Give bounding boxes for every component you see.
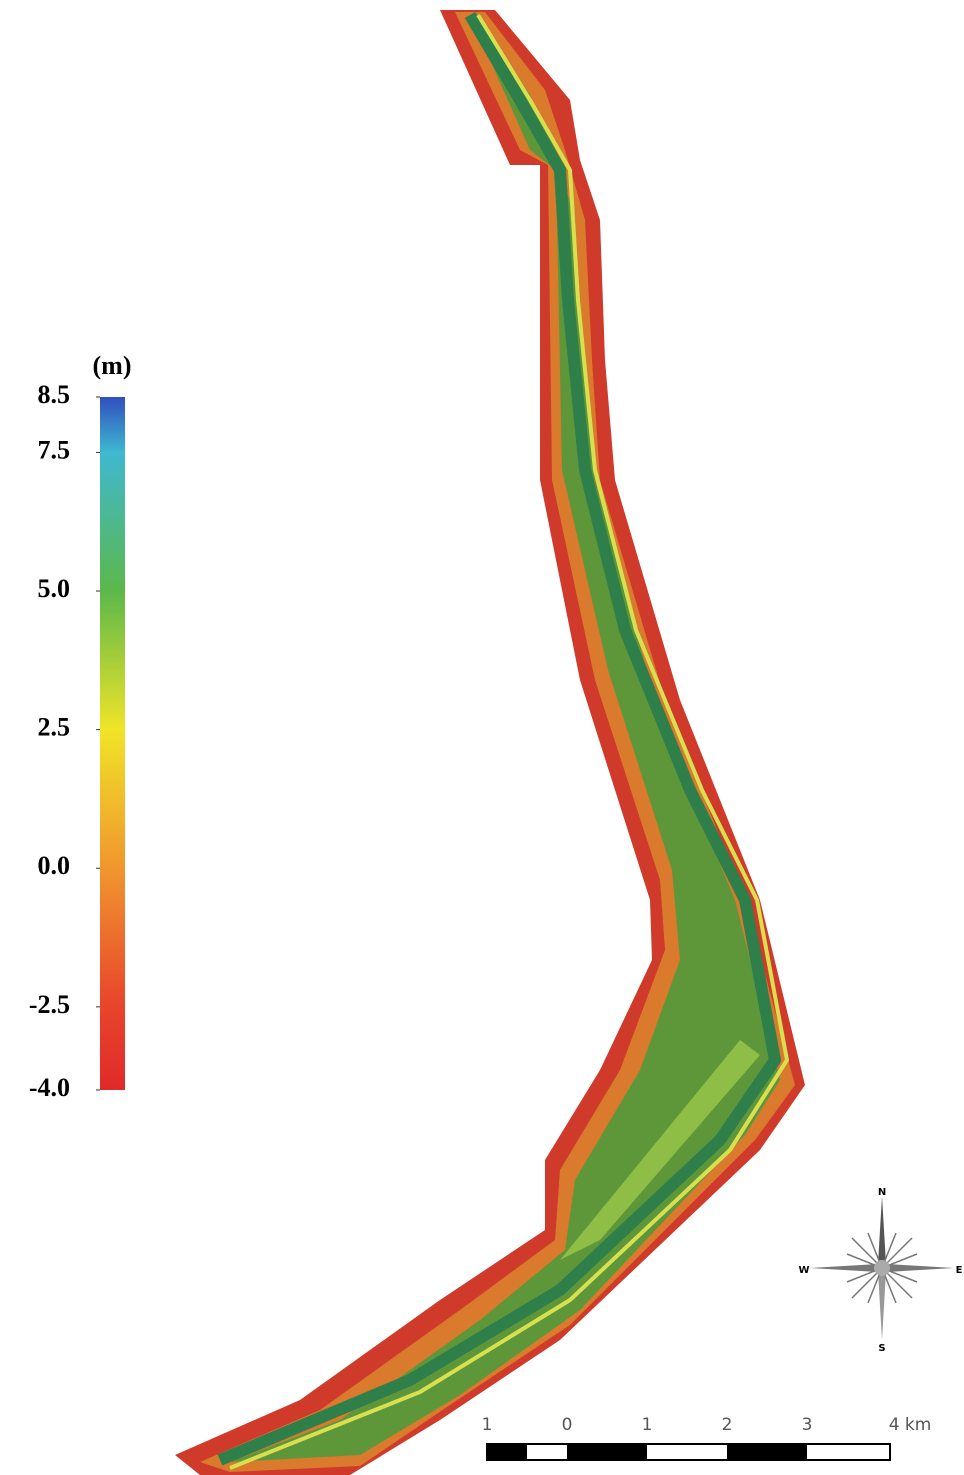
scale-label: 1 [642,1415,653,1435]
colorbar-tick-label: -4.0 [29,1073,70,1102]
compass: N E S W [798,1187,962,1354]
compass-needle [810,1264,882,1272]
levee-line [230,15,787,1468]
river-outer-bank [175,10,805,1475]
scale-segment [727,1444,807,1460]
compass-needle [878,1196,886,1268]
scale-segment [487,1444,527,1460]
scale-frame [487,1444,890,1460]
scale-label: 0 [562,1415,573,1435]
colorbar-tick-label: 2.5 [38,713,71,742]
elevation-map [175,10,805,1475]
compass-east: E [956,1265,963,1276]
compass-needle [882,1264,954,1272]
scale-label: 1 [482,1415,493,1435]
colorbar: (m) 8.5 7.5 5.0 2.5 0.0 -2.5 -4.0 [29,351,132,1102]
floodplain [230,15,780,1462]
colorbar-tick-label: 5.0 [38,574,71,603]
colorbar-fill [100,397,125,1090]
colorbar-tick-label: 0.0 [38,851,71,880]
compass-center [874,1260,890,1276]
compass-north: N [878,1187,886,1198]
compass-south: S [878,1343,885,1354]
scale-segment [567,1444,647,1460]
map-figure: (m) 8.5 7.5 5.0 2.5 0.0 -2.5 -4.0 N E S W 1 0 1 2… [0,0,964,1475]
colorbar-tick-label: 7.5 [38,435,71,464]
scale-label: 3 [802,1415,813,1435]
scale-bar: 1 0 1 2 3 4 km [482,1415,932,1460]
compass-west: W [798,1265,809,1276]
scale-label: 4 km [889,1415,932,1435]
compass-needle [878,1268,886,1340]
scale-label: 2 [722,1415,733,1435]
colorbar-unit: (m) [93,351,132,380]
colorbar-tick-label: 8.5 [38,380,71,409]
colorbar-tick-label: -2.5 [29,990,70,1019]
river-mid-bank [200,12,795,1472]
